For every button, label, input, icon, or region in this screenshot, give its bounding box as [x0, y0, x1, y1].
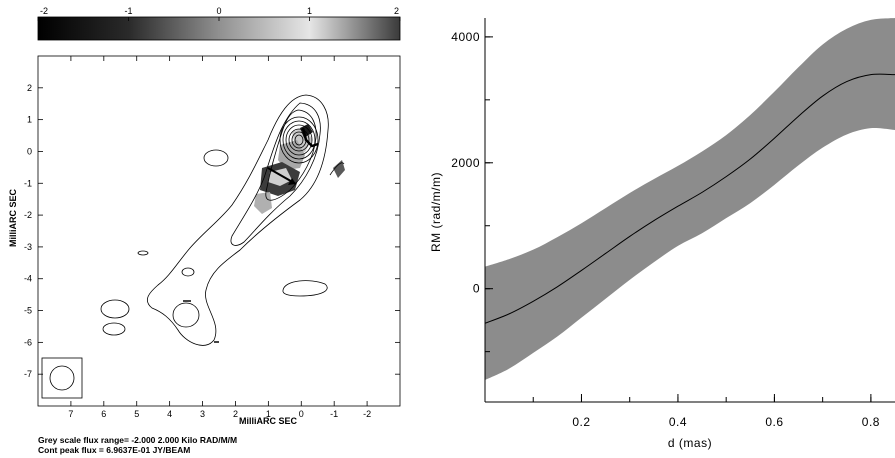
contour-9 — [294, 134, 304, 146]
gradient-arrows — [267, 127, 319, 185]
colorbar-tick-label: 1 — [307, 6, 312, 16]
rm-patch-lower — [254, 192, 272, 214]
map-xtick-label: 0 — [299, 409, 304, 419]
contour-blob — [100, 299, 130, 319]
colorbar-tick-label: -2 — [40, 6, 48, 16]
map-axis-ticks: 7 6 5 4 3 2 1 0 -1 -2 2 1 0 -1 -2 -3 -4 -5 -6 -7 — [24, 56, 400, 419]
rm-profile-panel: 0.2 0.4 0.6 0.8 0 2000 4000 d (mas) RM (rad/m/… — [429, 18, 895, 450]
map-xtick-label: -1 — [330, 409, 338, 419]
gradient-arrowhead — [288, 178, 296, 185]
rm-axes: 0.2 0.4 0.6 0.8 0 2000 4000 — [451, 18, 895, 429]
map-xtick-label: 4 — [167, 409, 172, 419]
map-ytick-label: -3 — [24, 242, 32, 252]
map-ytick-label: -6 — [24, 337, 32, 347]
footnote-peak-flux: Cont peak flux = 6.9637E-01 JY/BEAM — [38, 445, 190, 455]
map-xlabel: MilliARC SEC — [239, 416, 298, 426]
map-ytick-label: 2 — [27, 83, 32, 93]
rm-ylabel: RM (rad/m/m) — [429, 172, 443, 252]
map-ylabel: MilliARC SEC — [8, 189, 18, 248]
rm-ytick-label: 2000 — [451, 156, 480, 170]
map-xtick-label: 5 — [134, 409, 139, 419]
rm-xtick-label: 0.2 — [572, 415, 590, 429]
rm-xlabel: d (mas) — [668, 436, 712, 450]
beam-ellipse — [49, 365, 75, 391]
contour-blob-right — [282, 280, 328, 297]
rm-profile-plot-layer — [485, 18, 895, 380]
map-ytick-label: 0 — [27, 146, 32, 156]
contour-2 — [230, 102, 321, 246]
map-image-layer — [100, 94, 345, 346]
contour-blob — [102, 322, 126, 336]
contour-3 — [265, 109, 317, 201]
rm-ytick-label: 4000 — [451, 30, 480, 44]
beam-box — [41, 357, 83, 399]
contour-5 — [282, 120, 316, 160]
contour-right-arc — [329, 162, 345, 176]
map-ytick-label: -7 — [24, 369, 32, 379]
footnote-greyscale-range: Grey scale flux range= -2.000 2.000 Kilo… — [38, 435, 237, 445]
colorbar-tick-label: 2 — [394, 6, 399, 16]
contours — [100, 94, 345, 346]
gradient-arrow-core — [301, 127, 319, 148]
contour-blob — [181, 267, 195, 277]
map-ytick-label: -4 — [24, 274, 32, 284]
colorbar-tick-labels: -2 -1 0 1 2 — [37, 6, 401, 21]
map-xtick-label: 1 — [266, 409, 271, 419]
map-frame — [37, 55, 401, 407]
rm-patch-mid — [278, 140, 305, 170]
contour-4 — [279, 116, 319, 164]
map-ytick-label: 1 — [27, 115, 32, 125]
rm-xtick-label: 0.4 — [669, 415, 687, 429]
rm-patch-core-dark — [300, 124, 313, 138]
contour-blob — [137, 250, 149, 256]
beam-box-frame — [41, 357, 83, 399]
contour-7 — [288, 128, 310, 152]
rm-xtick-label: 0.8 — [862, 415, 880, 429]
colorbar-tick-label: 0 — [216, 6, 221, 16]
map-ytick-label: -2 — [24, 210, 32, 220]
map-xtick-label: 2 — [233, 409, 238, 419]
map-ytick-label: -5 — [24, 306, 32, 316]
colorbar: -2 -1 0 1 2 — [37, 6, 401, 41]
map-xtick-label: 6 — [101, 409, 106, 419]
contour-blob — [203, 149, 229, 167]
rm-ytick-label: 0 — [473, 282, 480, 296]
contour-blob — [172, 302, 200, 328]
rm-patch-right — [333, 160, 345, 178]
rm-speck — [214, 341, 219, 343]
rm-xtick-label: 0.6 — [765, 415, 783, 429]
map-ytick-label: -1 — [24, 178, 32, 188]
colorbar-tick-label: -1 — [124, 6, 132, 16]
map-xtick-label: 3 — [200, 409, 205, 419]
map-xtick-label: 7 — [68, 409, 73, 419]
rm-speck — [183, 300, 191, 302]
map-xtick-label: -2 — [363, 409, 371, 419]
rm-profile-line — [485, 73, 895, 324]
rm-map-panel: -2 -1 0 1 2 — [8, 6, 401, 455]
rm-axis-ticks: 0.2 0.4 0.6 0.8 0 2000 4000 — [451, 30, 880, 429]
map-plot-area: 7 6 5 4 3 2 1 0 -1 -2 2 1 0 -1 -2 -3 -4 -5 -6 -7 MilliARC S… — [8, 55, 401, 426]
contour-6 — [285, 124, 313, 156]
contour-outer — [146, 94, 329, 346]
